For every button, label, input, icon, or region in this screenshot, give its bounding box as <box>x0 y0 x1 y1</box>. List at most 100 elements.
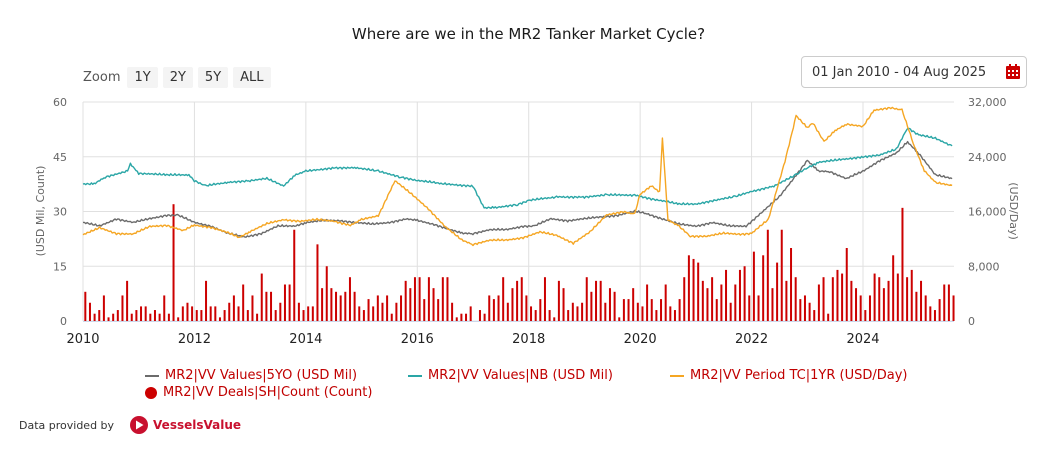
y-left-tick-label: 0 <box>60 315 67 328</box>
deals-bar <box>446 277 449 321</box>
deals-bar <box>845 248 848 321</box>
legend-item-values-5yo[interactable]: MR2|VV Values|5YO (USD Mil) <box>145 368 357 383</box>
right-axis-title: (USD/Day) <box>1007 182 1020 240</box>
deals-bar <box>906 277 909 321</box>
deals-bar <box>214 306 217 321</box>
deals-bar <box>107 317 110 321</box>
deals-bar <box>548 310 551 321</box>
y-left-tick-label: 30 <box>53 206 67 219</box>
series-line-1 <box>82 127 953 210</box>
deals-bar <box>246 310 249 321</box>
deals-bar <box>887 280 890 321</box>
deals-bar <box>427 277 430 321</box>
calendar-icon[interactable] <box>1006 64 1020 79</box>
zoom-2y-button[interactable]: 2Y <box>162 67 193 88</box>
deals-bar <box>590 291 593 321</box>
deals-bar <box>896 273 899 321</box>
deals-bar <box>543 277 546 321</box>
deals-bar <box>660 299 663 321</box>
deals-bar <box>711 277 714 321</box>
deals-bar <box>191 306 194 321</box>
deals-bar <box>748 295 751 321</box>
y-left-tick-label: 45 <box>53 151 67 164</box>
x-tick-label: 2024 <box>846 332 879 347</box>
deals-bar <box>465 313 468 321</box>
deals-bar <box>404 280 407 321</box>
deals-bar <box>827 313 830 321</box>
deals-bar <box>692 258 695 321</box>
deals-bar <box>302 310 305 321</box>
deals-bar <box>339 295 342 321</box>
deals-bar <box>423 299 426 321</box>
deals-bar <box>520 277 523 321</box>
deals-bar <box>757 295 760 321</box>
deals-bar <box>595 280 598 321</box>
deals-bar <box>126 280 129 321</box>
deals-bar <box>613 291 616 321</box>
deals-bar <box>799 299 802 321</box>
deals-bar <box>938 299 941 321</box>
deals-bar <box>831 277 834 321</box>
deals-bar <box>130 313 133 321</box>
deals-bar <box>850 280 853 321</box>
legend-item-deals[interactable]: MR2|VV Deals|SH|Count (Count) <box>145 385 372 400</box>
deals-bar <box>116 310 119 321</box>
legend-item-period-tc[interactable]: MR2|VV Period TC|1YR (USD/Day) <box>670 368 907 383</box>
deals-bar <box>232 295 235 321</box>
deals-bar <box>841 273 844 321</box>
deals-bar <box>163 295 166 321</box>
deals-bar <box>488 295 491 321</box>
deals-bar <box>813 310 816 321</box>
deals-bar <box>200 310 203 321</box>
deals-bar <box>892 255 895 321</box>
deals-bar <box>98 310 101 321</box>
deals-bar <box>655 310 658 321</box>
deals-bar <box>441 277 444 321</box>
legend-label: MR2|VV Deals|SH|Count (Count) <box>163 385 373 400</box>
deals-bar <box>673 310 676 321</box>
zoom-5y-button[interactable]: 5Y <box>197 67 229 88</box>
deals-bar <box>223 310 226 321</box>
deals-bar <box>952 295 955 321</box>
vesselsvalue-logo[interactable]: VesselsValue <box>130 416 241 434</box>
deals-bar <box>646 284 649 321</box>
deals-bar <box>933 310 936 321</box>
deals-bar <box>868 295 871 321</box>
deals-bar <box>873 273 876 321</box>
deals-bar <box>121 295 124 321</box>
deals-bar <box>325 266 328 321</box>
deals-bar <box>608 288 611 321</box>
deals-bar <box>330 288 333 321</box>
deals-bar <box>153 310 156 321</box>
deals-bar <box>943 284 946 321</box>
deals-bar <box>316 244 319 321</box>
deals-bar <box>237 306 240 321</box>
zoom-all-button[interactable]: ALL <box>233 67 271 88</box>
deals-bar <box>265 291 268 321</box>
deals-bar <box>604 302 607 321</box>
deals-bar <box>242 284 245 321</box>
deals-bar <box>256 313 259 321</box>
legend-dot-icon <box>145 386 157 399</box>
x-tick-label: 2020 <box>624 332 657 347</box>
x-tick-label: 2014 <box>289 332 322 347</box>
deals-bar <box>386 295 389 321</box>
deals-bar <box>743 266 746 321</box>
deals-bar <box>144 306 147 321</box>
deals-bar <box>627 299 630 321</box>
legend-item-values-nb[interactable]: MR2|VV Values|NB (USD Mil) <box>408 368 613 383</box>
deals-bar <box>511 288 514 321</box>
deals-bar <box>641 306 644 321</box>
series-line-2 <box>82 106 953 247</box>
deals-bar <box>506 302 509 321</box>
date-range-picker[interactable]: 01 Jan 2010 - 04 Aug 2025 <box>801 56 1027 88</box>
deals-bar <box>706 288 709 321</box>
zoom-1y-button[interactable]: 1Y <box>127 67 158 88</box>
deals-bar <box>228 302 231 321</box>
deals-bar <box>715 299 718 321</box>
zoom-toolbar: Zoom 1Y 2Y 5Y ALL <box>83 67 271 88</box>
deals-bar <box>720 284 723 321</box>
deals-bar <box>752 251 755 321</box>
deals-bar <box>929 306 932 321</box>
